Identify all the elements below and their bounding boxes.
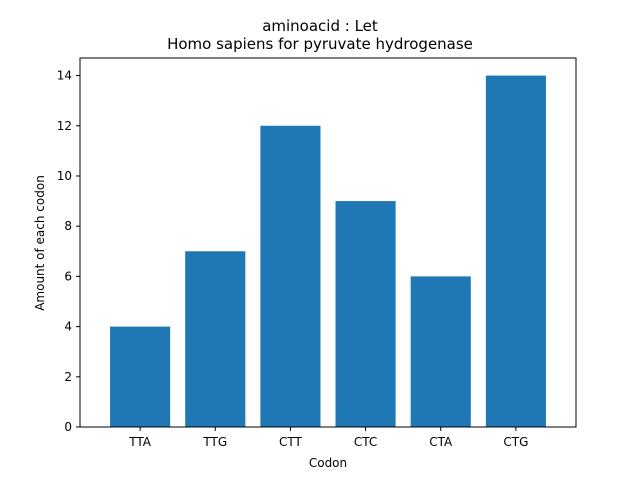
axes-layer: 0 2 4 6 8 10 12 14 TTA TTG CTT CTC CTA CTG	[57, 57, 577, 449]
y-tick-label: 14	[57, 69, 72, 83]
labels-layer: aminoacid : Let Homo sapiens for pyruvat…	[33, 17, 473, 470]
y-tick-label: 10	[57, 169, 72, 183]
bar-ctg	[485, 75, 546, 428]
bar-ttg	[185, 251, 246, 427]
y-tick-label: 8	[64, 219, 72, 233]
x-tick-label: CTT	[279, 435, 302, 449]
chart-title-line-2: Homo sapiens for pyruvate hydrogenase	[167, 35, 473, 53]
x-axis-label: Codon	[309, 456, 347, 470]
bar-ctc	[335, 201, 396, 427]
bar-tta	[110, 326, 171, 427]
y-tick-label: 2	[64, 370, 72, 384]
x-tick-label: CTA	[429, 435, 453, 449]
bar-cta	[410, 276, 471, 427]
x-tick-label: CTG	[503, 435, 528, 449]
bar-ctt	[260, 125, 321, 427]
y-tick-label: 4	[64, 320, 72, 334]
chart-title-line-1: aminoacid : Let	[262, 17, 378, 35]
x-tick-label: CTC	[354, 435, 377, 449]
y-axis-label: Amount of each codon	[33, 175, 47, 311]
x-tick-label: TTG	[202, 435, 227, 449]
bars-layer	[110, 75, 546, 428]
x-tick-label: TTA	[128, 435, 152, 449]
plot-frame	[79, 57, 577, 428]
y-tick-label: 6	[64, 269, 72, 283]
y-tick-label: 12	[57, 119, 72, 133]
y-tick-label: 0	[64, 420, 72, 434]
